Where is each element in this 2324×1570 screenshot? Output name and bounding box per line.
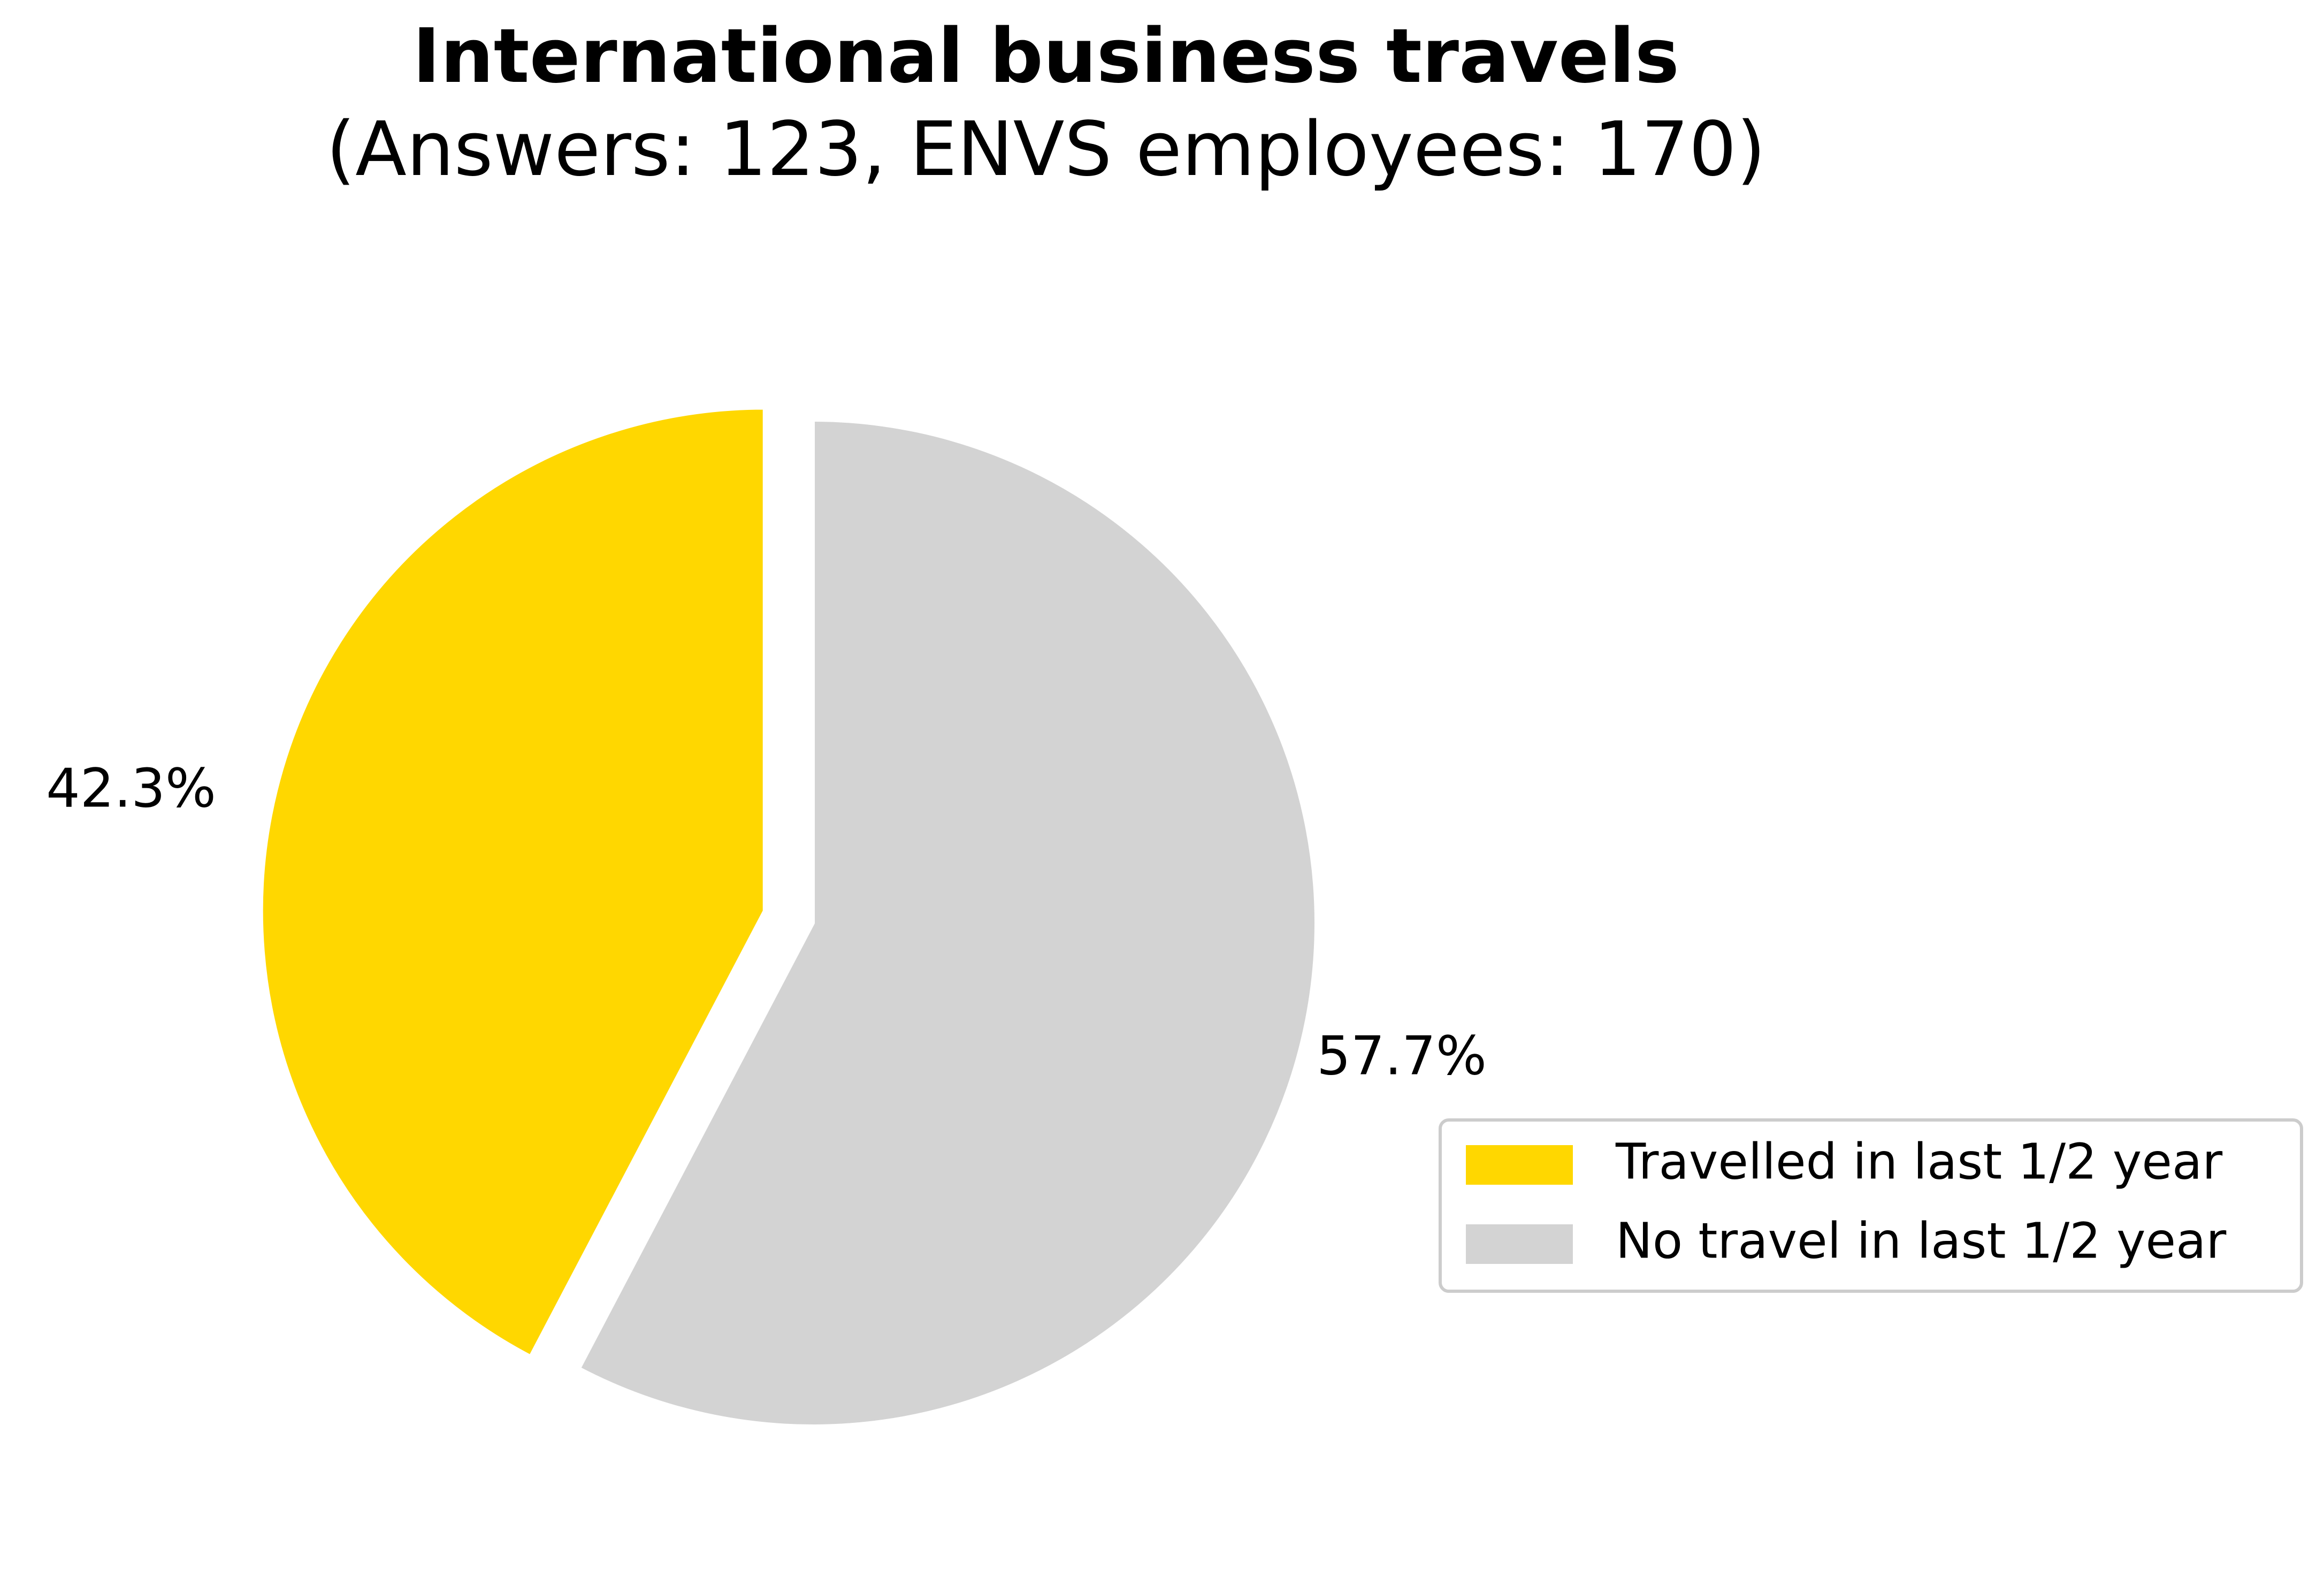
chart-title: International business travels [412,13,1679,100]
slice-label-travelled: 42.3% [46,757,216,819]
legend-box [1439,1118,2303,1293]
chart-subtitle: (Answers: 123, ENVS employees: 170) [326,106,1766,193]
legend-label-no-travel: No travel in last 1/2 year [1616,1212,2227,1269]
pie-slice-travelled [259,406,766,1359]
legend: Travelled in last 1/2 year No travel in … [1439,1118,2303,1293]
pie-slice-no-travel [577,418,1318,1428]
legend-swatch-travelled [1466,1145,1573,1185]
pie-slices [259,406,1318,1428]
slice-label-no-travel: 57.7% [1317,1024,1487,1087]
legend-label-travelled: Travelled in last 1/2 year [1615,1133,2222,1190]
legend-swatch-no-travel [1466,1224,1573,1264]
